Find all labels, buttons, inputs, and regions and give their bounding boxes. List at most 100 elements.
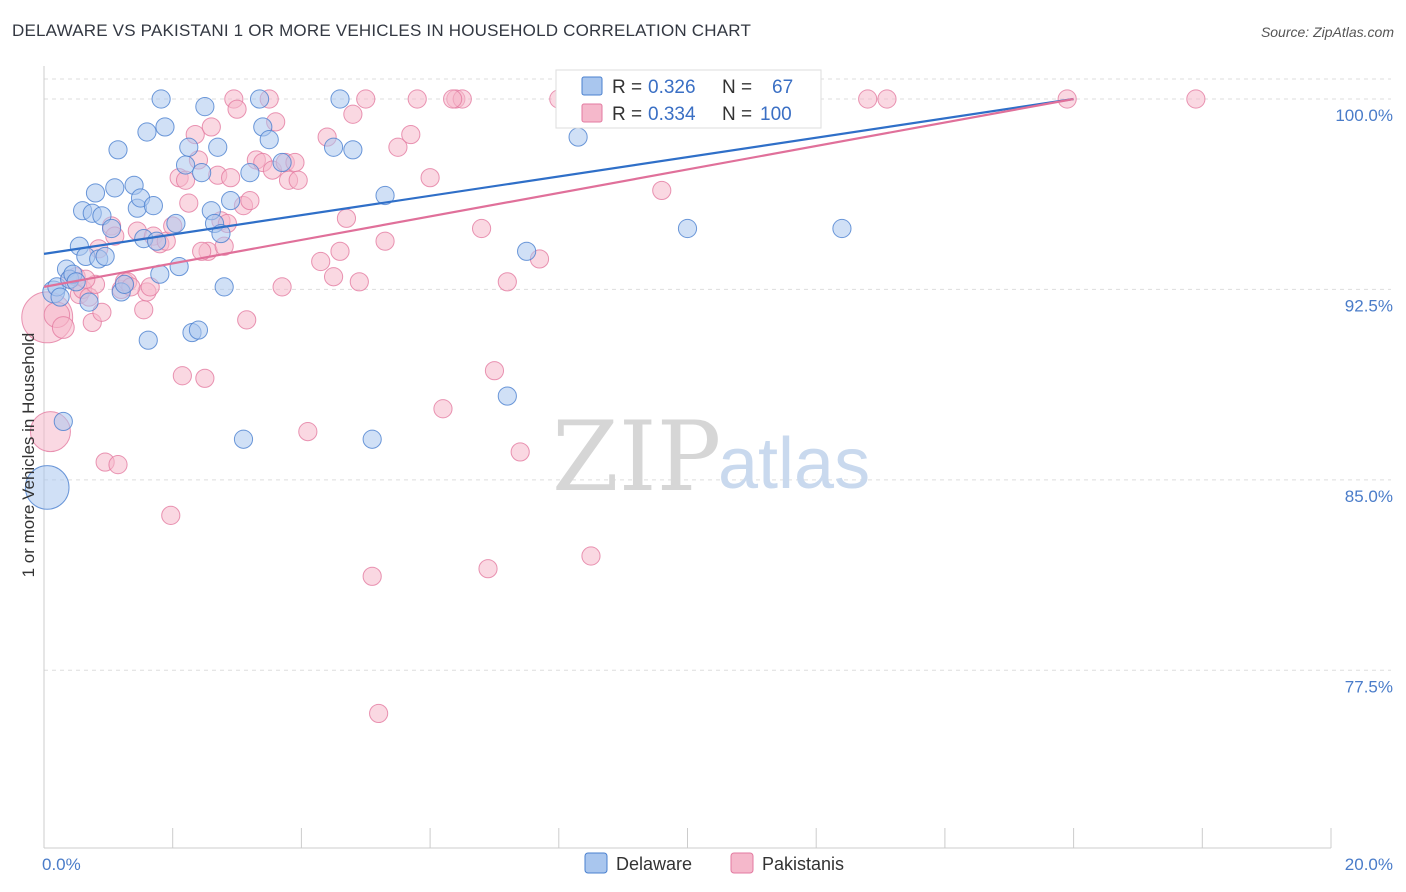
pakistanis-point-97 [288, 170, 308, 190]
trend-lines [43, 97, 1074, 288]
pakistanis-point-61 [330, 241, 350, 261]
legend-r-label-pakistanis: R = [612, 104, 642, 125]
pakistanis-point-21 [134, 300, 154, 320]
pakistanis-point-83 [581, 546, 601, 566]
pakistanis-point-37 [201, 117, 221, 137]
delaware-point-59 [517, 241, 537, 261]
legend-swatch-pakistanis [581, 103, 603, 123]
delaware-point-46 [221, 190, 241, 211]
delaware-point-51 [259, 130, 279, 150]
y-axis-label: 1 or more Vehicles in Household [19, 333, 38, 578]
pakistanis-point-98 [443, 89, 463, 109]
pakistanis-point-93 [1186, 89, 1206, 109]
delaware-point-29 [143, 196, 163, 216]
delaware-point-0 [24, 465, 70, 510]
delaware-point-34 [166, 213, 186, 234]
delaware-point-54 [330, 89, 350, 109]
pakistanis-point-32 [179, 193, 199, 213]
delaware-point-39 [188, 320, 209, 340]
pakistanis-point-63 [343, 104, 363, 124]
delaware-point-14 [85, 183, 106, 203]
pakistanis-point-94 [192, 241, 212, 261]
delaware-point-17 [95, 246, 115, 267]
delaware-point-3 [50, 287, 70, 307]
legend-r-label-delaware: R = [612, 77, 642, 98]
pakistanis-point-80 [510, 442, 530, 462]
pakistanis-point-76 [471, 218, 492, 239]
delaware-point-41 [195, 97, 215, 117]
delaware-point-27 [137, 122, 157, 142]
pakistanis-point-62 [336, 208, 357, 228]
delaware-point-20 [108, 140, 128, 160]
delaware-point-37 [179, 137, 199, 157]
pakistanis-point-42 [221, 168, 241, 188]
x-tick-labels: 0.0% 20.0% [42, 855, 1393, 874]
y-tick-label-0: 77.5% [1345, 677, 1393, 696]
bottom-legend-pakistanis: Pakistanis [762, 854, 844, 874]
source-label: Source: ZipAtlas.com [1260, 24, 1394, 40]
pakistanis-point-23 [140, 277, 160, 297]
pakistanis-point-73 [433, 399, 453, 419]
bottom-legend: Delaware Pakistanis [584, 852, 844, 874]
y-tick-labels: 77.5% 85.0% 92.5% 100.0% [1335, 106, 1393, 696]
legend: R = 0.326 N = 67 R = 0.334 N = 100 [555, 69, 822, 129]
delaware-point-55 [343, 140, 363, 160]
delaware-point-52 [272, 152, 292, 173]
delaware-point-4 [53, 411, 73, 432]
pakistanis-point-35 [195, 368, 215, 388]
delaware-point-56 [362, 429, 382, 449]
delaware-point-16 [92, 206, 112, 226]
legend-r-value-delaware: 0.326 [648, 77, 696, 98]
y-tick-label-3: 100.0% [1335, 106, 1393, 125]
pakistanis-point-60 [323, 267, 344, 287]
pakistanis-point-79 [497, 272, 517, 292]
watermark-zip: ZIP [552, 401, 721, 513]
delaware-point-57 [375, 185, 395, 206]
y-tick-label-1: 85.0% [1345, 487, 1393, 506]
delaware-point-22 [114, 274, 135, 294]
bottom-legend-swatch-delaware [584, 852, 608, 874]
pakistanis-point-72 [420, 168, 440, 188]
pakistanis-point-77 [478, 559, 498, 579]
delaware-point-19 [105, 178, 125, 198]
chart-title: DELAWARE VS PAKISTANI 1 OR MORE VEHICLES… [12, 21, 752, 40]
delaware-point-65 [832, 218, 852, 239]
pakistanis-point-68 [375, 231, 395, 251]
delaware-point-28 [138, 330, 158, 350]
pakistanis-point-69 [388, 137, 408, 157]
delaware-point-62 [677, 218, 698, 239]
x-tick-label-0: 0.0% [42, 855, 81, 874]
pakistanis-point-91 [877, 89, 897, 109]
watermark-atlas: atlas [718, 424, 870, 504]
y-tick-label-2: 92.5% [1345, 296, 1393, 315]
pakistanis-point-44 [227, 99, 247, 119]
legend-n-label-pakistanis: N = [722, 104, 752, 125]
delaware-point-33 [155, 117, 175, 137]
pakistanis-trend-line [43, 97, 1074, 288]
watermark: ZIP atlas [552, 401, 870, 513]
delaware-trend-line [43, 97, 1074, 255]
pakistanis-point-53 [272, 277, 292, 297]
delaware-point-47 [233, 429, 254, 449]
delaware-point-45 [214, 277, 234, 297]
pakistanis-point-16 [108, 455, 128, 475]
pakistanis-point-30 [172, 366, 192, 386]
delaware-point-49 [249, 89, 270, 109]
pakistanis-point-47 [240, 190, 260, 211]
pakistanis-point-46 [237, 310, 257, 330]
pakistanis-point-71 [407, 89, 427, 109]
legend-n-label-delaware: N = [722, 77, 752, 98]
delaware-point-44 [208, 137, 228, 157]
legend-n-value-pakistanis: 100 [760, 104, 792, 125]
delaware-point-18 [101, 218, 122, 239]
pakistanis-point-27 [161, 505, 181, 525]
bottom-legend-delaware: Delaware [616, 854, 692, 874]
legend-r-value-pakistanis: 0.334 [648, 104, 696, 125]
delaware-point-12 [79, 292, 99, 312]
delaware-point-53 [323, 137, 344, 157]
pakistanis-point-67 [369, 703, 389, 724]
pakistanis-point-64 [349, 272, 369, 292]
pakistanis-point-70 [401, 124, 421, 145]
pakistanis-point-3 [51, 316, 75, 339]
